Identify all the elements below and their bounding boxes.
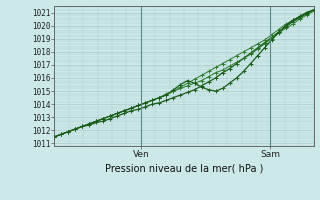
X-axis label: Pression niveau de la mer( hPa ): Pression niveau de la mer( hPa ) [105, 163, 263, 173]
